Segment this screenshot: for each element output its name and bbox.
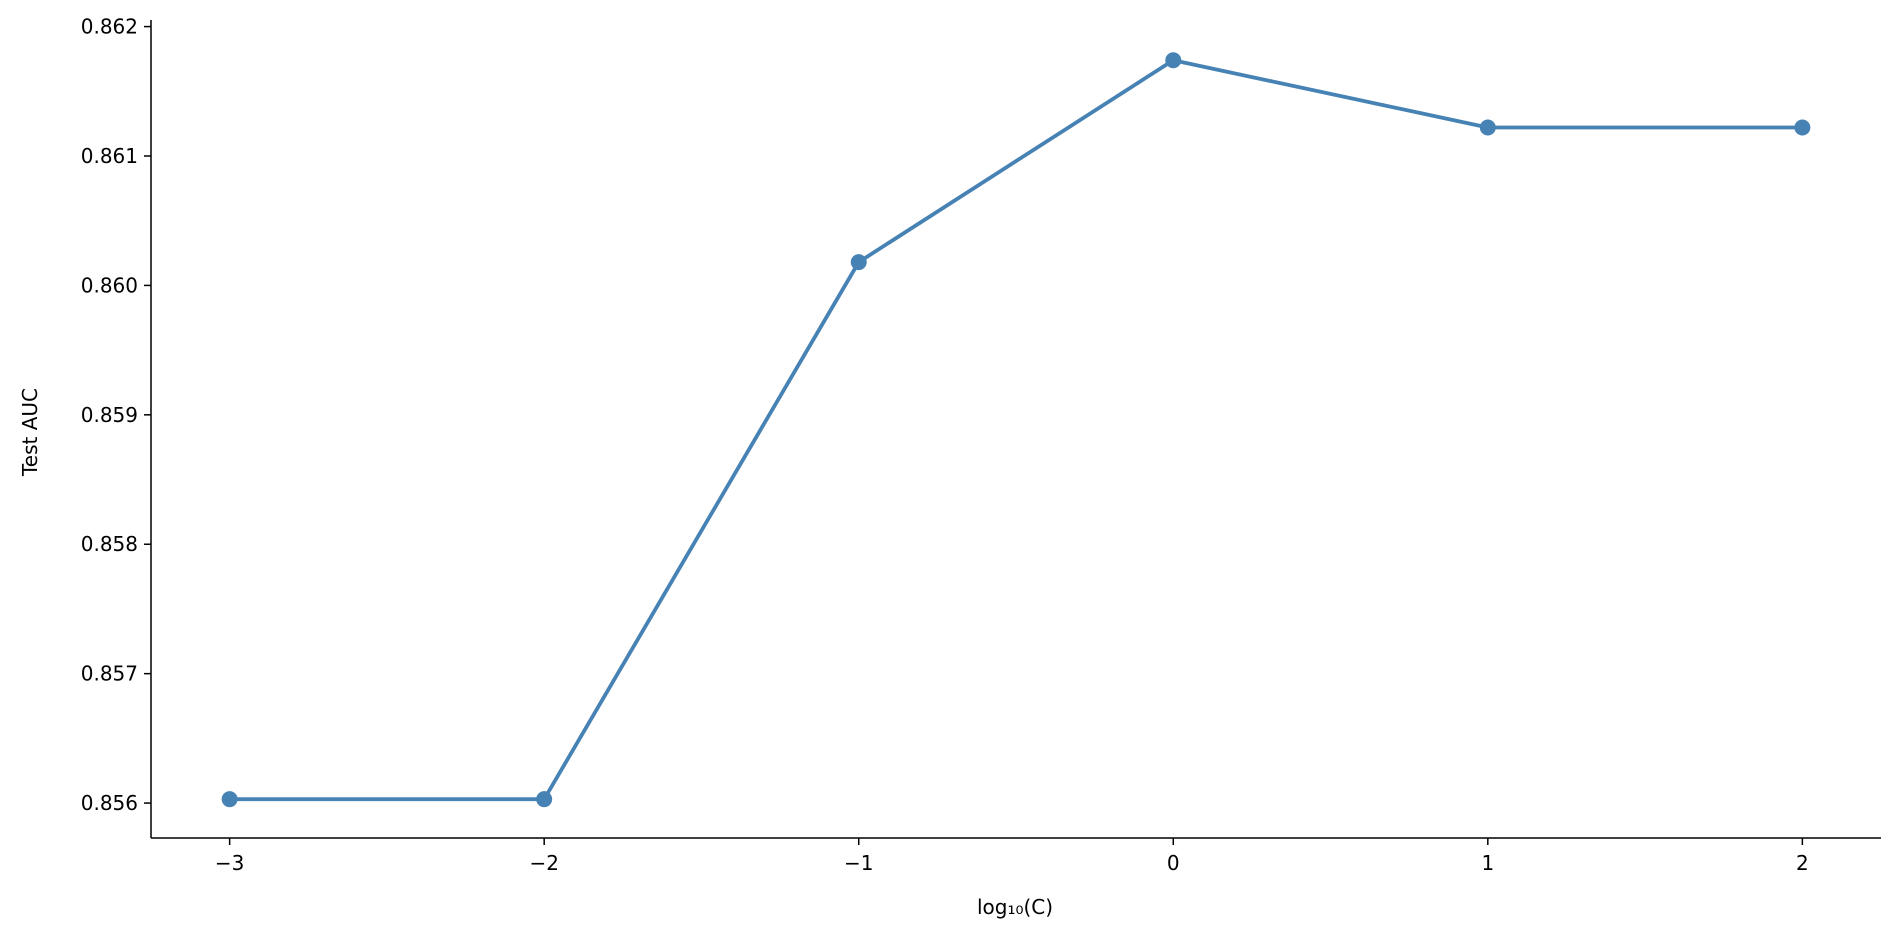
series-layer	[221, 52, 1811, 808]
y-tick-label: 0.858	[81, 532, 138, 556]
y-tick-label: 0.862	[81, 15, 138, 39]
x-tick-label: −1	[844, 851, 873, 875]
y-axis-label: Test AUC	[18, 388, 42, 477]
data-point	[1479, 119, 1496, 136]
x-axis-label: log₁₀(C)	[977, 895, 1053, 919]
x-tick-label: 0	[1167, 851, 1180, 875]
data-point	[850, 254, 867, 271]
data-point	[221, 791, 238, 808]
y-tick-label: 0.860	[81, 273, 138, 297]
axes: −3 −2 −1 0 1 2 0.856 0.857 0.858 0.859 0.860 0.861 0…	[81, 15, 1881, 875]
data-point	[1165, 52, 1182, 69]
series-line	[229, 58, 1803, 802]
y-tick-label: 0.857	[81, 662, 138, 686]
x-tick-label: −2	[529, 851, 558, 875]
y-tick-label: 0.859	[81, 403, 138, 427]
x-tick-label: −3	[215, 851, 244, 875]
x-tick-label: 2	[1796, 851, 1809, 875]
y-tick-label: 0.861	[81, 144, 138, 168]
x-tick-label: 1	[1481, 851, 1494, 875]
data-point	[536, 791, 553, 808]
y-tick-label: 0.856	[81, 791, 138, 815]
data-point	[1794, 119, 1811, 136]
